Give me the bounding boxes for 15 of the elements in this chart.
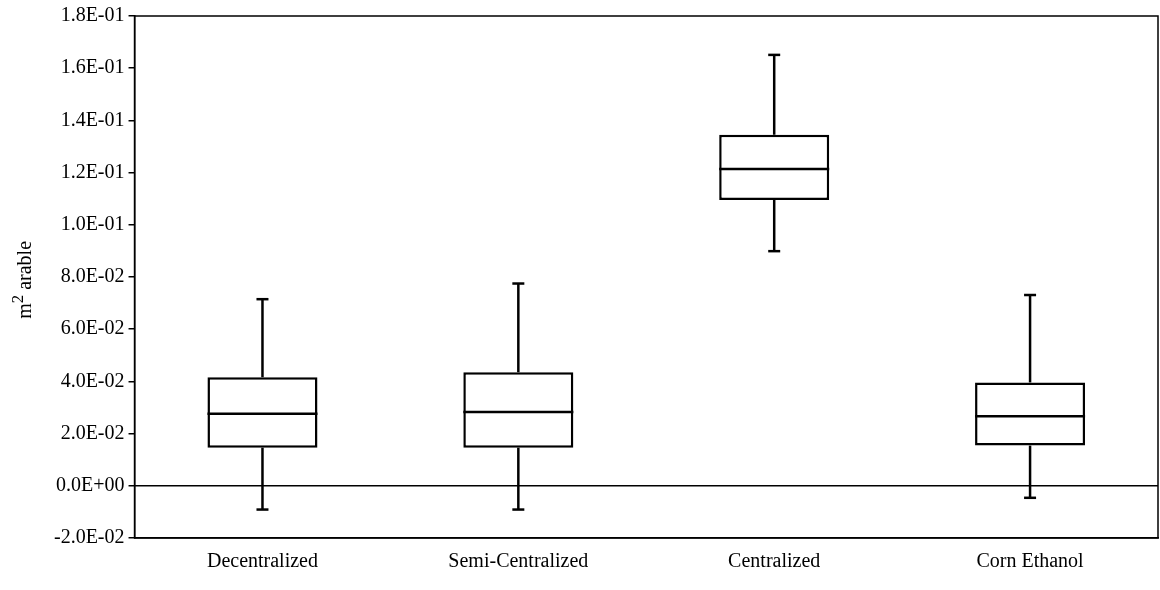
- y-tick-label: 0.0E+00: [56, 473, 125, 496]
- x-tick-label: Decentralized: [206, 549, 318, 572]
- y-tick-label: 6.0E-02: [60, 316, 125, 339]
- y-tick-label: 8.0E-02: [60, 264, 125, 287]
- y-tick-label: 2.0E-02: [60, 420, 125, 443]
- x-tick-label: Centralized: [728, 549, 821, 572]
- x-tick-label: Semi-Centralized: [448, 549, 589, 572]
- y-tick-label: 1.8E-01: [60, 3, 125, 26]
- y-tick-label: -2.0E-02: [53, 525, 125, 548]
- x-tick-label: Corn Ethanol: [976, 549, 1085, 572]
- y-tick-label: 1.2E-01: [60, 159, 125, 182]
- y-tick-label: 4.0E-02: [60, 368, 125, 391]
- y-tick-label: 1.0E-01: [60, 212, 125, 235]
- y-tick-label: 1.4E-01: [60, 107, 125, 130]
- y-tick-label: 1.6E-01: [60, 55, 125, 78]
